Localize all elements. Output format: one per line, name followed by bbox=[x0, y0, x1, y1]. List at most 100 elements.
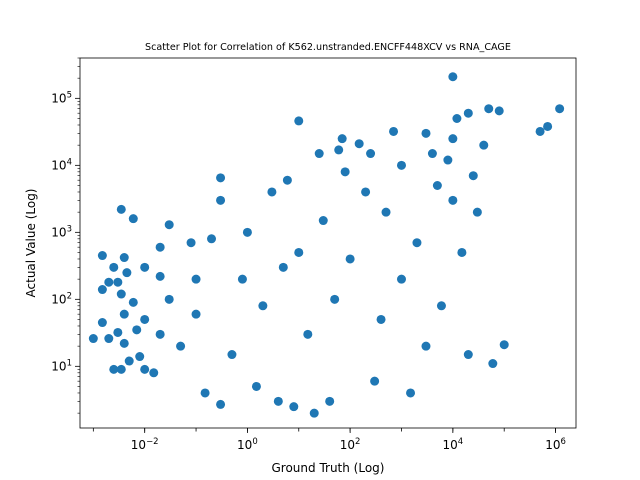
data-point-70 bbox=[396, 274, 406, 284]
data-point-24 bbox=[140, 364, 150, 374]
data-point-9 bbox=[113, 327, 123, 337]
x-tick-label: 102 bbox=[340, 437, 361, 452]
data-point-89 bbox=[484, 104, 494, 114]
data-point-11 bbox=[116, 289, 126, 299]
data-point-54 bbox=[314, 149, 324, 159]
data-point-45 bbox=[267, 187, 277, 197]
data-point-53 bbox=[309, 408, 319, 418]
data-point-16 bbox=[122, 268, 132, 278]
data-point-47 bbox=[278, 262, 288, 272]
data-point-79 bbox=[448, 72, 458, 82]
data-point-15 bbox=[119, 338, 129, 348]
data-point-46 bbox=[273, 396, 283, 406]
x-tick-label: 104 bbox=[442, 437, 463, 452]
data-point-29 bbox=[164, 220, 174, 230]
x-tick-label: 106 bbox=[545, 437, 566, 452]
data-point-52 bbox=[303, 329, 313, 339]
data-point-37 bbox=[216, 173, 226, 183]
data-point-2 bbox=[97, 285, 107, 295]
data-point-25 bbox=[149, 368, 159, 378]
data-point-18 bbox=[128, 214, 138, 224]
data-point-57 bbox=[330, 294, 340, 304]
data-point-74 bbox=[421, 341, 431, 351]
data-point-90 bbox=[488, 359, 498, 369]
data-point-13 bbox=[119, 253, 129, 263]
data-point-58 bbox=[334, 145, 344, 155]
data-point-6 bbox=[109, 262, 119, 272]
data-points bbox=[88, 72, 565, 418]
data-point-62 bbox=[354, 139, 364, 149]
data-point-68 bbox=[389, 126, 399, 136]
y-tick-label: 103 bbox=[51, 224, 72, 239]
data-point-87 bbox=[472, 207, 482, 217]
data-point-21 bbox=[135, 352, 145, 362]
data-point-20 bbox=[132, 325, 142, 335]
x-axis-ticks: 10−2 100 102 104 106 bbox=[92, 428, 566, 452]
y-axis-label: Actual Value (Log) bbox=[24, 189, 38, 298]
x-axis-label: Ground Truth (Log) bbox=[272, 461, 385, 475]
data-point-7 bbox=[109, 364, 119, 374]
data-point-88 bbox=[479, 140, 489, 150]
data-point-33 bbox=[191, 274, 201, 284]
data-point-86 bbox=[468, 171, 478, 181]
data-point-66 bbox=[376, 314, 386, 324]
data-point-17 bbox=[124, 356, 134, 366]
data-point-91 bbox=[494, 106, 504, 116]
data-point-78 bbox=[443, 155, 453, 165]
data-point-31 bbox=[176, 341, 186, 351]
data-point-63 bbox=[361, 187, 371, 197]
data-point-34 bbox=[191, 309, 201, 319]
data-point-93 bbox=[535, 126, 545, 136]
data-point-64 bbox=[366, 149, 376, 159]
y-tick-label: 101 bbox=[51, 358, 72, 373]
data-point-76 bbox=[432, 181, 442, 190]
data-point-3 bbox=[97, 318, 107, 328]
data-point-44 bbox=[258, 301, 268, 311]
data-point-75 bbox=[427, 149, 437, 159]
data-point-80 bbox=[448, 134, 458, 144]
data-point-71 bbox=[406, 388, 416, 398]
data-point-36 bbox=[207, 234, 217, 244]
data-point-39 bbox=[216, 399, 226, 409]
data-point-12 bbox=[116, 364, 126, 374]
data-point-81 bbox=[448, 195, 458, 205]
data-point-28 bbox=[155, 329, 165, 339]
data-point-95 bbox=[555, 104, 565, 114]
data-point-69 bbox=[396, 160, 406, 170]
data-point-32 bbox=[186, 238, 196, 248]
data-point-59 bbox=[337, 134, 347, 144]
data-point-65 bbox=[370, 376, 380, 386]
data-point-72 bbox=[412, 238, 422, 248]
data-point-30 bbox=[164, 294, 174, 304]
y-tick-label: 104 bbox=[51, 157, 72, 172]
data-point-4 bbox=[104, 277, 114, 287]
y-axis-ticks: 101 102 103 104 105 bbox=[51, 57, 80, 414]
data-point-82 bbox=[452, 114, 462, 123]
data-point-51 bbox=[294, 247, 304, 257]
data-point-26 bbox=[155, 242, 165, 252]
data-point-27 bbox=[155, 271, 165, 281]
data-point-38 bbox=[216, 195, 226, 205]
data-point-60 bbox=[340, 167, 350, 177]
data-point-35 bbox=[200, 388, 210, 398]
data-point-84 bbox=[463, 108, 473, 118]
y-tick-label: 105 bbox=[51, 90, 72, 105]
chart-title: Scatter Plot for Correlation of K562.uns… bbox=[145, 42, 511, 53]
data-point-42 bbox=[242, 227, 252, 237]
data-point-56 bbox=[325, 396, 335, 406]
data-point-41 bbox=[237, 274, 247, 284]
data-point-5 bbox=[104, 334, 114, 344]
data-point-8 bbox=[113, 277, 123, 287]
data-point-92 bbox=[499, 340, 509, 350]
y-tick-label: 102 bbox=[51, 291, 72, 306]
data-point-22 bbox=[140, 262, 150, 272]
data-point-77 bbox=[436, 301, 446, 311]
data-point-1 bbox=[97, 251, 107, 261]
data-point-61 bbox=[345, 254, 355, 264]
x-tick-label: 10−2 bbox=[131, 437, 159, 452]
data-point-67 bbox=[381, 207, 391, 217]
data-point-40 bbox=[227, 350, 237, 360]
data-point-83 bbox=[457, 247, 467, 257]
